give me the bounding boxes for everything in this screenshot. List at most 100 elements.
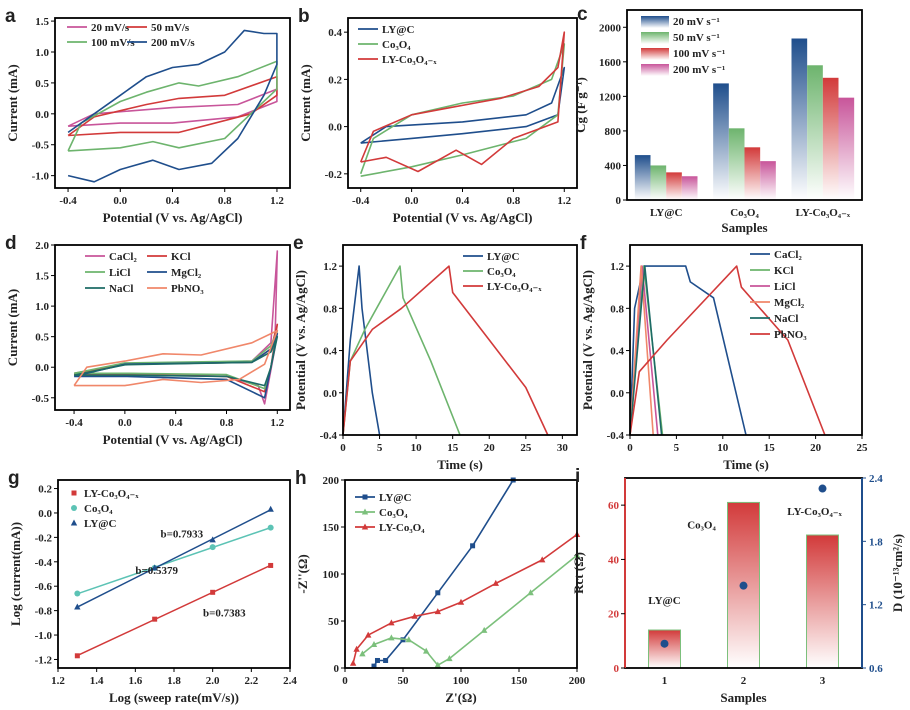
- legend-label: NaCl: [774, 313, 798, 325]
- y-tick-label: 0: [616, 195, 622, 207]
- data-point: [481, 626, 488, 633]
- x-tick-label: 30: [557, 442, 569, 454]
- series-line-1: [361, 554, 578, 666]
- y-tick-label: 0.5: [35, 78, 49, 90]
- x-tick-label: 0: [342, 675, 348, 687]
- legend-label: PbNO₃: [774, 329, 807, 341]
- rct-bar: [648, 629, 681, 669]
- legend-swatch: [641, 48, 669, 60]
- legend: LY-Co₃O₄₋ₓ Co₃O₄ LY@C: [70, 488, 139, 530]
- x-tick-label: 0.4: [166, 195, 180, 207]
- x-tick-label: 2.4: [283, 675, 297, 687]
- y-tick-label: 0.8: [323, 303, 337, 315]
- x-tick-label: 15: [447, 442, 459, 454]
- legend-label: LY@C: [382, 24, 415, 36]
- y-tick-label: 1.5: [35, 16, 49, 28]
- y-tick-label: -0.2: [35, 532, 53, 544]
- data-point: [209, 536, 216, 543]
- legend: 20 mV s⁻¹ 50 mV s⁻¹ 100 mV s⁻¹ 200 mV s⁻¹: [641, 16, 725, 76]
- legend-marker: [70, 519, 78, 526]
- y-tick-label: -0.5: [32, 393, 50, 405]
- legend-marker: [362, 494, 368, 500]
- legend-marker: [71, 505, 77, 511]
- y-tick-label: 0.0: [35, 362, 49, 374]
- panel-label: a: [5, 6, 16, 27]
- x-tick-label: -0.4: [59, 195, 77, 207]
- right-axis-label: D (10⁻¹³cm²/s): [890, 534, 905, 612]
- x-tick-label: 20: [810, 442, 822, 454]
- y-tick-label: -1.0: [32, 171, 50, 183]
- legend-label: 20 mV s⁻¹: [673, 16, 720, 28]
- bar-LY@C-2: [666, 172, 682, 200]
- panel-f: f 0 5 10 15 20 25 -0.4 0.0 0.4 0.8 1.2 Time (s) Poten…: [580, 233, 868, 472]
- data-point: [267, 505, 274, 512]
- legend-swatch: [641, 16, 669, 28]
- legend-label: LY@C: [84, 518, 117, 530]
- panel-d: d -0.4 0.0 0.4 0.8 1.2 -0.5 0.0 0.5 1.0 1.5 2.0 Pote…: [5, 233, 291, 447]
- x-axis-label: Samples: [720, 690, 766, 705]
- data-point: [371, 663, 377, 669]
- x-tick-label: 0.0: [118, 417, 132, 429]
- category-label: 3: [820, 675, 826, 687]
- legend-label: 50 mV/s: [151, 22, 190, 34]
- legend-label: LY@C: [379, 492, 412, 504]
- y-axis-label: Current (mA): [5, 289, 20, 366]
- y-tick-label: 1.2: [323, 261, 337, 273]
- panel-label: i: [575, 466, 580, 487]
- data-point: [470, 543, 476, 549]
- bar-annotation: LY@C: [648, 595, 681, 607]
- legend-label: LiCl: [109, 267, 130, 279]
- slope-annotation: b=0.5379: [135, 565, 178, 577]
- panel-h: h 0 50 100 150 200 0 50 100 150 200 Z'(Ω) -Z''(Ω) LY@…: [295, 468, 586, 705]
- y-tick-label: 2.0: [35, 240, 49, 252]
- x-axis-label: Potential (V vs. Ag/AgCl): [103, 210, 243, 225]
- data-point: [74, 590, 81, 597]
- bar-LY-Co₃O₄₋ₓ-2: [822, 77, 839, 200]
- data-point: [74, 653, 80, 659]
- x-tick-label: 0: [627, 442, 633, 454]
- legend-label: LY-Co₃O₄₋ₓ: [382, 54, 437, 66]
- series-line-4: [73, 335, 279, 387]
- bar-annotation: Co₃O₄: [687, 519, 716, 531]
- legend-label: 20 mV/s: [91, 22, 130, 34]
- plot-frame: [342, 244, 578, 436]
- series-line-2: [352, 533, 578, 664]
- y-tick-label: 0.0: [610, 388, 624, 400]
- data-point: [383, 657, 389, 663]
- legend-label: LiCl: [774, 281, 795, 293]
- bar-Co₃O₄-1: [728, 128, 745, 200]
- y-tick-label: 0.2: [328, 74, 342, 86]
- category-label: 2: [741, 675, 747, 687]
- panel-label: g: [8, 468, 20, 489]
- legend: LY@C Co₃O₄ LY-Co₃O₄₋ₓ: [358, 24, 437, 66]
- data-point: [349, 659, 357, 666]
- legend-label: LY-Co₃O₄₋ₓ: [487, 281, 542, 293]
- panel-label: b: [298, 6, 310, 27]
- legend-label: Co₃O₄: [487, 266, 516, 278]
- x-tick-label: 150: [511, 675, 528, 687]
- legend-marker: [361, 508, 369, 515]
- bar-Co₃O₄-2: [744, 147, 761, 200]
- y-axis-label: Current (mA): [5, 64, 20, 141]
- y-tick-label: 150: [323, 522, 340, 534]
- bar-annotation: LY-Co₃O₄₋ₓ: [787, 506, 842, 518]
- legend-label: KCl: [774, 265, 794, 277]
- x-tick-label: 1.2: [270, 195, 284, 207]
- panel-i: i LY@C Co₃O₄ LY-Co₃O₄₋ₓ 1 2 3 0.6 1.2 1.8 2.4 D (10…: [571, 466, 905, 705]
- x-axis-label: Potential (V vs. Ag/AgCl): [393, 210, 533, 225]
- data-point: [434, 661, 441, 668]
- y-axis-label: Potential (V vs. Ag/AgCl): [580, 270, 595, 410]
- x-tick-label: 2.2: [244, 675, 258, 687]
- x-tick-label: 1.8: [167, 675, 181, 687]
- data-point: [365, 631, 372, 638]
- series-line-2: [359, 31, 566, 173]
- x-tick-label: 50: [398, 675, 410, 687]
- panel-label: h: [295, 468, 307, 489]
- data-point: [388, 634, 395, 641]
- y-tick-label: 1600: [599, 57, 622, 69]
- legend-label: MgCl₂: [171, 267, 202, 279]
- x-tick-label: 0.4: [456, 195, 470, 207]
- y-tick-label: 0.4: [323, 346, 337, 358]
- data-point: [388, 619, 395, 626]
- slope-annotation: b=0.7383: [203, 608, 246, 620]
